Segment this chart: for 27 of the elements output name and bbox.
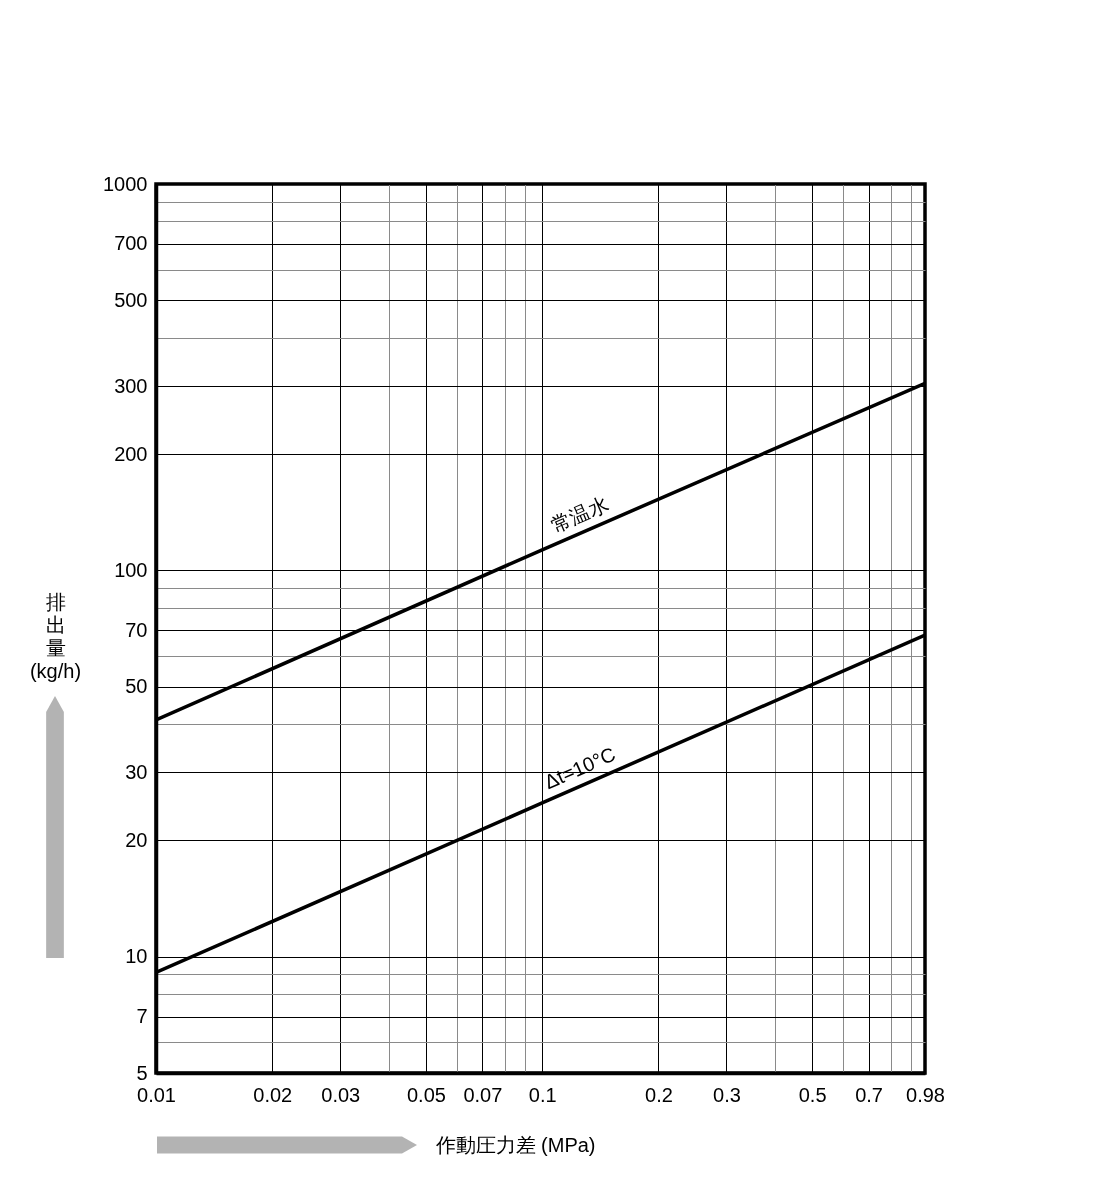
x-tick-label: 0.3 — [713, 1083, 741, 1106]
y-tick-label: 50 — [125, 675, 148, 698]
x-axis-title: 作動圧力差 (MPa) — [434, 1133, 596, 1156]
text: 常温水 — [547, 492, 612, 537]
y-tick-label: 300 — [114, 374, 148, 397]
x-tick-label: 0.98 — [906, 1083, 945, 1106]
y-tick-label: 100 — [114, 558, 148, 581]
x-tick-label: 0.2 — [645, 1083, 673, 1106]
x-tick-label: 0.07 — [463, 1083, 503, 1106]
x-tick-label: 0.7 — [855, 1083, 883, 1106]
y-tick-label: 200 — [114, 442, 148, 465]
x-tick-label: 0.5 — [798, 1083, 827, 1106]
x-tick-label: 0.05 — [406, 1083, 446, 1106]
y-tick-label: 7 — [136, 1005, 148, 1028]
y-tick-label: 10 — [125, 945, 148, 968]
y-axis-title: 排出量 (kg/h) — [29, 590, 82, 682]
x-tick-label: 0.02 — [253, 1083, 293, 1106]
y-tick-label: 500 — [114, 288, 148, 311]
x-tick-label: 0.1 — [528, 1083, 557, 1106]
y-tick-label: 5 — [136, 1061, 148, 1084]
y-tick-label: 30 — [125, 760, 148, 783]
y-tick-label: 20 — [125, 828, 148, 851]
y-tick-label: 1000 — [103, 172, 148, 195]
y-tick-label: 70 — [125, 618, 148, 641]
y-tick-label: 700 — [114, 232, 148, 255]
x-tick-label: 0.01 — [137, 1083, 176, 1106]
x-tick-label: 0.03 — [321, 1083, 361, 1106]
